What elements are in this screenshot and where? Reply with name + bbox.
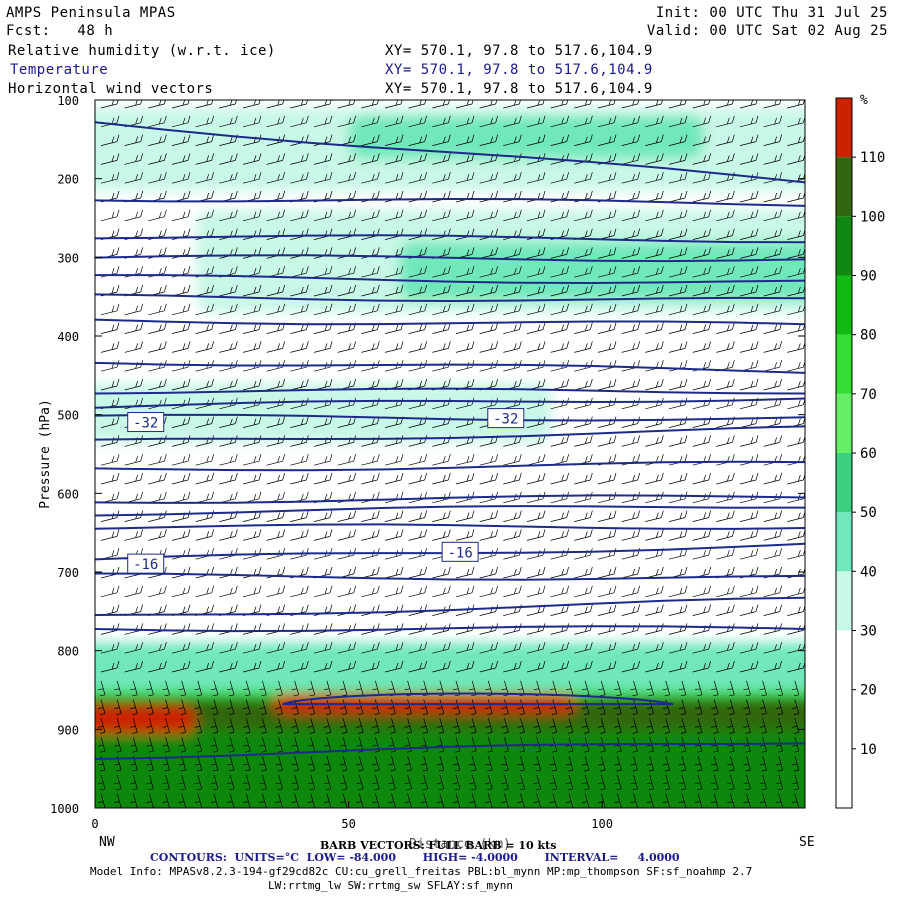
contour-line-11: [95, 425, 805, 441]
colorbar-swatch-4: [836, 512, 852, 572]
field-name-rh: Relative humidity (w.r.t. ice): [8, 43, 276, 59]
colorbar-label-8: 90: [860, 269, 877, 285]
contour-line-14: [95, 505, 805, 517]
contour-line-5: [95, 293, 805, 303]
contour-line-19: [95, 625, 805, 633]
contour-line-15: [95, 523, 805, 530]
contour-line-13: [95, 494, 805, 504]
colorbar-swatch-11: [836, 98, 852, 158]
contour-line-3: [95, 254, 805, 263]
field-name-temperature: Temperature: [10, 62, 109, 78]
humidity-region-10: [95, 383, 552, 443]
colorbar-label-7: 80: [860, 328, 877, 344]
x-tick-label-1: 50: [341, 817, 355, 831]
field-xy-rh: XY= 570.1, 97.8 to 517.6,104.9: [385, 43, 653, 59]
colorbar-label-9: 100: [860, 209, 885, 225]
contour-label-3: -16: [447, 545, 472, 561]
contour-line-12: [95, 460, 805, 472]
contour-label-2: -16: [133, 557, 158, 573]
plot-frame: [94, 99, 806, 809]
contour-line-7: [95, 361, 805, 374]
colorbar-swatch-3: [836, 571, 852, 631]
humidity-region-4: [95, 705, 197, 734]
contour-label-box-0: [127, 412, 165, 433]
forecast-hour: Fcst: 48 h: [6, 23, 114, 39]
colorbar-swatch-9: [836, 216, 852, 276]
x-axis-label: Distance (km): [409, 837, 511, 852]
contour-closed: [282, 692, 674, 706]
contour-line-6: [95, 318, 805, 326]
colorbar-label-3: 40: [860, 564, 877, 580]
contour-line-10: [95, 413, 805, 422]
contour-line-4: [95, 274, 805, 285]
valid-time: Valid: 00 UTC Sat 02 Aug 25: [646, 23, 888, 39]
colorbar-label-0: 10: [860, 742, 877, 758]
y-tick-label-3: 400: [57, 330, 79, 344]
colorbar-swatch-6: [836, 393, 852, 453]
contour-label-box-3: [441, 541, 479, 562]
humidity-region-9: [399, 241, 805, 301]
colorbar-label-1: 20: [860, 683, 877, 699]
y-tick-label-9: 1000: [50, 802, 79, 816]
colorbar-swatch-0: [836, 748, 852, 808]
humidity-region-0: [95, 642, 805, 690]
contour-label-0: -32: [133, 416, 158, 432]
chart-title: AMPS Peninsula MPAS: [6, 5, 176, 21]
colorbar-label-10: 110: [860, 150, 885, 166]
contour-line-2: [95, 234, 805, 244]
field-xy-temperature: XY= 570.1, 97.8 to 517.6,104.9: [385, 62, 653, 78]
model-info: Model Info: MPASv8.2.3-194-gf29cd82c CU:…: [90, 865, 753, 878]
humidity-region-2: [95, 713, 805, 808]
humidity-field: [95, 107, 805, 808]
x-end-label-se: SE: [799, 835, 815, 850]
y-tick-label-2: 300: [57, 251, 79, 265]
y-tick-label-0: 100: [57, 94, 79, 108]
temperature-contours: [95, 121, 805, 761]
contour-line-17: [95, 572, 805, 581]
colorbar-swatch-1: [836, 689, 852, 749]
y-tick-label-5: 600: [57, 487, 79, 501]
model-info-2: LW:rrtmg_lw SW:rrtmg_sw SFLAY:sf_mynn: [268, 879, 514, 892]
y-tick-label-8: 900: [57, 723, 79, 737]
axes: 100 200 300 400 500 600 700 800 900 1000 0 50 100 NW S…: [38, 94, 815, 852]
colorbar-label-4: 50: [860, 505, 877, 521]
colorbar-unit: %: [860, 93, 868, 108]
humidity-region-7: [348, 115, 704, 159]
humidity-blur-group: [95, 107, 805, 808]
y-tick-label-6: 700: [57, 566, 79, 580]
contour-line-0: [95, 121, 805, 184]
y-axis-label: Pressure (hPa): [38, 399, 53, 509]
x-tick-label-0: 0: [91, 817, 98, 831]
colorbar: 10 20 30 40 50 60 70 80 90 100 110%: [835, 93, 885, 809]
barb-vector-note: BARB VECTORS: FULL BARB = 10 kts: [320, 839, 557, 852]
y-tick-label-7: 800: [57, 645, 79, 659]
contour-labels: -32 -32 -16 -16: [127, 408, 525, 574]
colorbar-label-6: 70: [860, 387, 877, 403]
x-end-label-nw: NW: [99, 835, 115, 850]
contour-info: CONTOURS: UNITS=°C LOW= -84.000 HIGH= -4…: [150, 851, 680, 864]
contour-line-18: [95, 596, 805, 616]
contour-line-8: [95, 387, 805, 395]
colorbar-swatch-5: [836, 453, 852, 513]
colorbar-swatch-10: [836, 157, 852, 217]
contour-label-1: -32: [493, 412, 518, 428]
colorbar-swatch-2: [836, 630, 852, 690]
init-time: Init: 00 UTC Thu 31 Jul 25: [655, 5, 888, 21]
field-xy-wind: XY= 570.1, 97.8 to 517.6,104.9: [385, 81, 653, 97]
colorbar-swatch-7: [836, 334, 852, 394]
colorbar-swatch-8: [836, 275, 852, 335]
contour-label-box-2: [127, 553, 165, 574]
colorbar-label-5: 60: [860, 446, 877, 462]
field-name-wind: Horizontal wind vectors: [8, 81, 214, 97]
x-tick-label-2: 100: [591, 817, 613, 831]
y-tick-label-4: 500: [57, 409, 79, 423]
contour-line-20: [95, 742, 805, 761]
contour-line-1: [95, 197, 805, 207]
contour-line-9: [95, 397, 805, 409]
y-tick-label-1: 200: [57, 173, 79, 187]
contour-label-box-1: [487, 408, 525, 429]
colorbar-label-2: 30: [860, 624, 877, 640]
